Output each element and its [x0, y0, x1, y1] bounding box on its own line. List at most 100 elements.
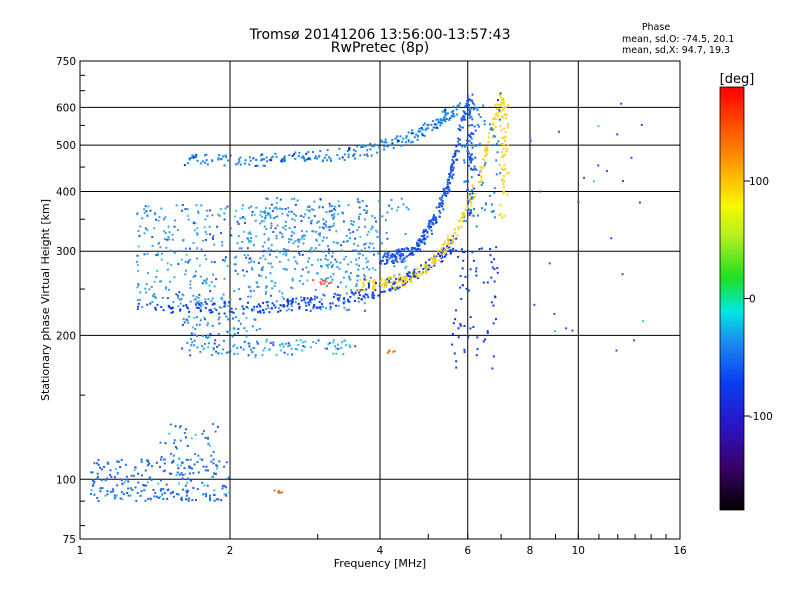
echo-point — [150, 478, 153, 481]
echo-point — [459, 102, 462, 105]
echo-point — [491, 266, 494, 269]
echo-point — [382, 290, 385, 293]
echo-point — [331, 263, 334, 266]
echo-point — [211, 237, 214, 240]
echo-point — [242, 230, 245, 233]
echo-point — [204, 306, 207, 309]
echo-point — [430, 123, 433, 126]
echo-point — [583, 176, 586, 179]
echo-point — [464, 275, 467, 278]
echo-point — [424, 237, 427, 240]
echo-point — [129, 494, 132, 497]
echo-point — [230, 307, 233, 310]
echo-point — [197, 210, 200, 213]
echo-point — [447, 248, 450, 251]
echo-point — [263, 233, 266, 236]
echo-point — [269, 294, 272, 297]
echo-point — [211, 475, 214, 478]
echo-point — [213, 489, 216, 492]
echo-point — [207, 342, 210, 345]
echo-point — [302, 250, 305, 253]
echo-point — [298, 252, 301, 255]
echo-point — [273, 489, 276, 492]
echo-point — [239, 346, 242, 349]
echo-point — [212, 348, 215, 351]
echo-point — [282, 248, 285, 251]
echo-point — [262, 349, 265, 352]
echo-point — [391, 143, 394, 146]
echo-point — [156, 303, 159, 306]
echo-point — [205, 302, 208, 305]
echo-point — [362, 295, 365, 298]
echo-point — [332, 352, 335, 355]
echo-point — [386, 145, 389, 148]
echo-point — [198, 300, 201, 303]
echo-point — [295, 214, 298, 217]
echo-point — [313, 215, 316, 218]
echo-point — [192, 294, 195, 297]
echo-point — [374, 268, 377, 271]
echo-point — [146, 229, 149, 232]
echo-point — [423, 234, 426, 237]
echo-point — [267, 262, 270, 265]
echo-point — [450, 115, 453, 118]
echo-point — [326, 347, 329, 350]
echo-point — [457, 227, 460, 230]
echo-point — [464, 145, 467, 148]
echo-point — [274, 227, 277, 230]
echo-point — [397, 280, 400, 283]
echo-point — [193, 155, 196, 158]
echo-point — [144, 205, 147, 208]
echo-point — [386, 261, 389, 264]
echo-point — [188, 497, 191, 500]
echo-point — [391, 287, 394, 290]
echo-point — [418, 130, 421, 133]
echo-point — [259, 310, 262, 313]
echo-point — [348, 300, 351, 303]
echo-point — [501, 216, 504, 219]
echo-point — [458, 138, 461, 141]
echo-point — [471, 251, 474, 254]
echo-point — [436, 254, 439, 257]
echo-point — [240, 247, 243, 250]
echo-point — [120, 458, 123, 461]
echo-point — [485, 150, 488, 153]
echo-point — [194, 453, 197, 456]
echo-point — [250, 260, 253, 263]
echo-point — [425, 127, 428, 130]
echo-point — [433, 259, 436, 262]
echo-point — [465, 287, 468, 290]
echo-point — [129, 487, 132, 490]
echo-point — [149, 477, 152, 480]
echo-point — [226, 305, 229, 308]
echo-point — [243, 274, 246, 277]
echo-point — [217, 157, 220, 160]
echo-point — [441, 110, 444, 113]
echo-point — [318, 234, 321, 237]
echo-point — [182, 323, 185, 326]
echo-point — [462, 259, 465, 262]
echo-point — [431, 221, 434, 224]
echo-point — [154, 308, 157, 311]
echo-point — [210, 260, 213, 263]
echo-point — [331, 278, 334, 281]
echo-point — [484, 203, 487, 206]
echo-point — [404, 232, 407, 235]
echo-point — [368, 246, 371, 249]
x-tick-label: 2 — [227, 545, 234, 557]
echo-point — [278, 344, 281, 347]
echo-point — [286, 353, 289, 356]
echo-point — [499, 213, 502, 216]
echo-point — [343, 153, 346, 156]
echo-point — [267, 237, 270, 240]
echo-point — [203, 342, 206, 345]
echo-point — [451, 241, 454, 244]
echo-point — [483, 120, 486, 123]
echo-point — [349, 345, 352, 348]
echo-point — [393, 253, 396, 256]
echo-point — [189, 247, 192, 250]
echo-point — [137, 472, 140, 475]
echo-point — [279, 251, 282, 254]
echo-point — [483, 159, 486, 162]
echo-point — [205, 238, 208, 241]
